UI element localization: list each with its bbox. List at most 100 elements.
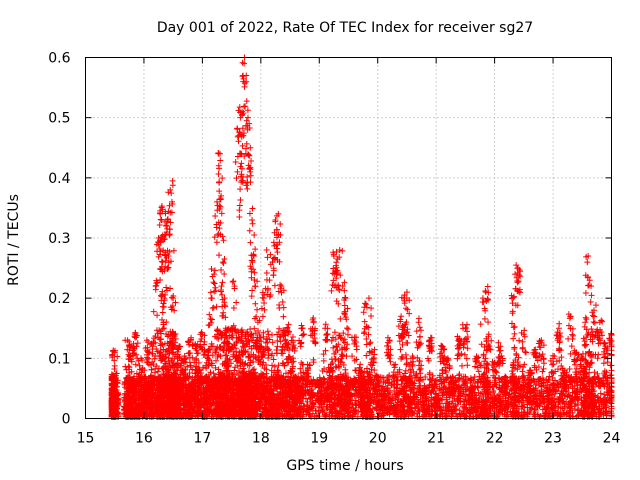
data-point bbox=[220, 260, 227, 267]
data-point bbox=[249, 216, 256, 223]
data-point bbox=[133, 404, 140, 411]
data-point bbox=[219, 175, 226, 182]
data-point bbox=[212, 287, 219, 294]
data-point bbox=[280, 313, 287, 320]
data-point bbox=[241, 60, 248, 67]
data-point bbox=[263, 269, 270, 276]
data-point bbox=[216, 165, 223, 172]
data-point bbox=[133, 351, 140, 358]
data-point bbox=[211, 280, 218, 287]
data-point bbox=[216, 252, 223, 259]
data-point bbox=[130, 387, 137, 394]
data-point bbox=[244, 114, 251, 121]
data-point bbox=[207, 289, 214, 296]
data-point bbox=[137, 381, 144, 388]
data-point bbox=[141, 367, 148, 374]
data-point bbox=[264, 328, 271, 335]
data-point bbox=[159, 309, 166, 316]
data-point bbox=[230, 278, 237, 285]
data-point bbox=[111, 362, 118, 369]
data-point bbox=[148, 366, 155, 373]
data-point bbox=[218, 288, 225, 295]
data-point bbox=[160, 303, 167, 310]
data-point bbox=[215, 170, 222, 177]
data-point bbox=[163, 284, 170, 291]
data-point bbox=[233, 299, 240, 306]
data-point bbox=[112, 374, 119, 381]
data-point bbox=[135, 403, 142, 410]
data-point bbox=[111, 382, 118, 389]
data-point bbox=[143, 354, 150, 361]
data-point bbox=[127, 402, 134, 409]
data-point bbox=[219, 279, 226, 286]
data-point bbox=[150, 308, 157, 315]
data-point bbox=[249, 287, 256, 294]
data-point bbox=[122, 337, 129, 344]
data-point bbox=[274, 249, 281, 256]
grid bbox=[85, 57, 612, 419]
data-point bbox=[238, 160, 245, 167]
y-axis-label: ROTI / TECUs bbox=[6, 194, 22, 286]
data-point bbox=[274, 343, 281, 350]
data-point bbox=[251, 366, 258, 373]
data-point bbox=[163, 222, 170, 229]
data-point bbox=[213, 224, 220, 231]
data-point bbox=[129, 347, 136, 354]
data-point bbox=[114, 389, 121, 396]
data-point bbox=[135, 357, 142, 364]
data-point bbox=[236, 202, 243, 209]
data-point bbox=[114, 380, 121, 387]
data-point bbox=[114, 409, 121, 416]
data-point bbox=[254, 306, 261, 313]
data-point bbox=[205, 352, 212, 359]
data-point bbox=[206, 311, 213, 318]
x-axis-label: GPS time / hours bbox=[286, 458, 403, 474]
data-point bbox=[245, 151, 252, 158]
data-point bbox=[263, 247, 270, 254]
data-point bbox=[115, 395, 122, 402]
data-point bbox=[130, 344, 137, 351]
data-point bbox=[240, 103, 247, 110]
data-points bbox=[108, 54, 615, 420]
data-point bbox=[218, 266, 225, 273]
data-point bbox=[168, 190, 175, 197]
data-point bbox=[154, 368, 161, 375]
data-point bbox=[251, 232, 258, 239]
data-point bbox=[246, 227, 253, 234]
data-point bbox=[154, 312, 161, 319]
data-point bbox=[211, 267, 218, 274]
data-point bbox=[232, 159, 239, 166]
data-point bbox=[259, 294, 266, 301]
data-point bbox=[218, 291, 225, 298]
data-point bbox=[236, 207, 243, 214]
data-point bbox=[232, 364, 239, 371]
data-point bbox=[213, 303, 220, 310]
data-point bbox=[134, 340, 141, 347]
data-point bbox=[210, 279, 217, 286]
data-point bbox=[144, 347, 151, 354]
data-point bbox=[215, 150, 222, 157]
data-point bbox=[247, 239, 254, 246]
data-point bbox=[252, 246, 259, 253]
data-point bbox=[145, 355, 152, 362]
data-point bbox=[115, 409, 122, 416]
data-point bbox=[233, 175, 240, 182]
data-point bbox=[162, 257, 169, 264]
data-point bbox=[249, 220, 256, 227]
data-point bbox=[239, 59, 246, 66]
data-point bbox=[126, 374, 133, 381]
data-point bbox=[210, 304, 217, 311]
data-point bbox=[241, 83, 248, 90]
data-point bbox=[269, 339, 276, 346]
data-point bbox=[114, 353, 121, 360]
data-point bbox=[165, 264, 172, 271]
data-point bbox=[251, 269, 258, 276]
data-point bbox=[132, 361, 139, 368]
data-point bbox=[266, 277, 273, 284]
data-point bbox=[207, 315, 214, 322]
data-point bbox=[110, 348, 117, 355]
data-point bbox=[168, 294, 175, 301]
data-point bbox=[208, 316, 215, 323]
data-point bbox=[114, 379, 121, 386]
